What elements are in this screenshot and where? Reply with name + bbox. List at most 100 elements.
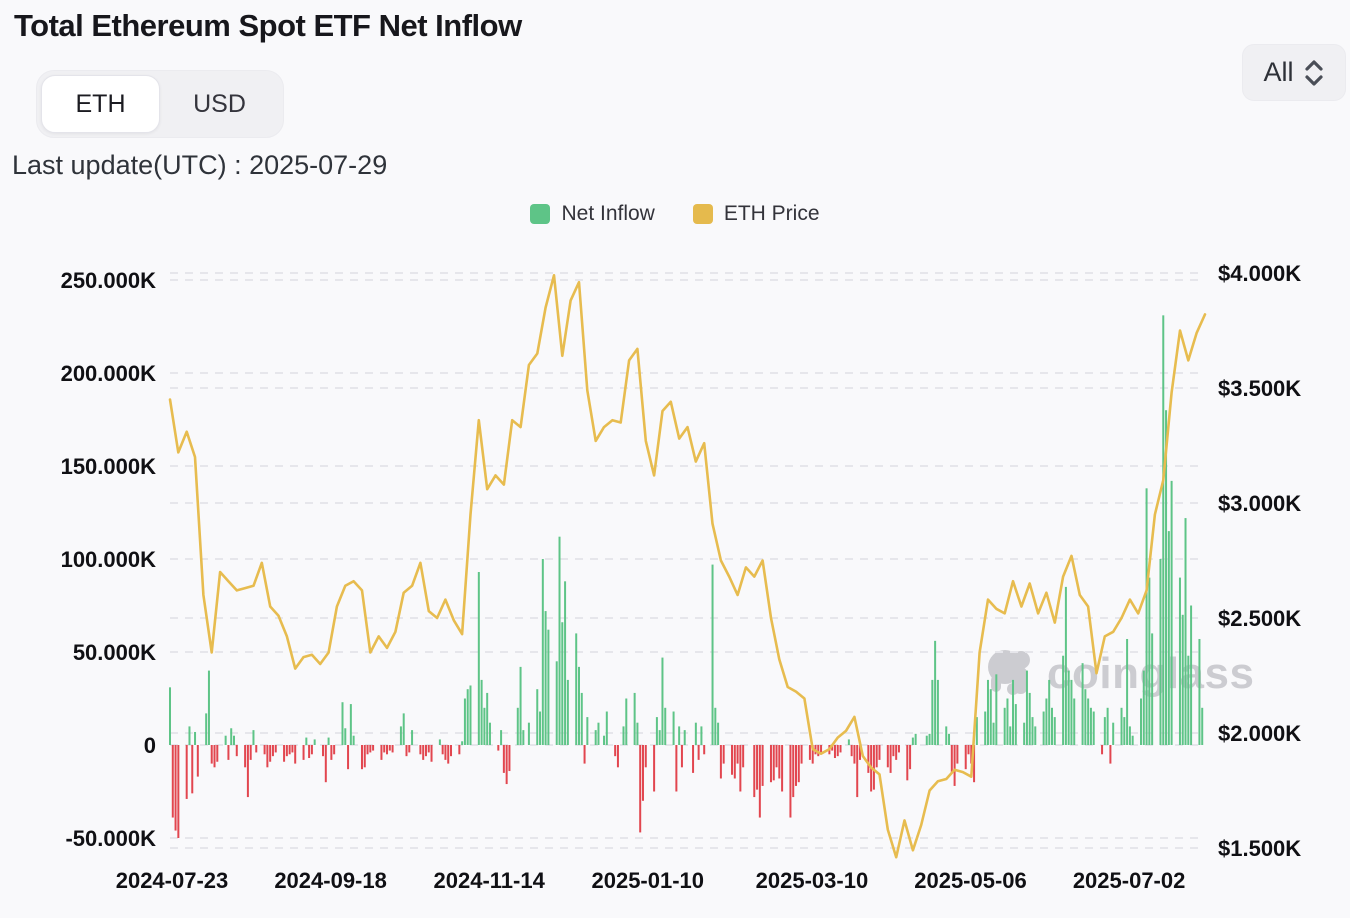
net-inflow-bar (655, 717, 658, 745)
net-inflow-bar (330, 745, 333, 760)
net-inflow-bar (1148, 577, 1151, 745)
net-inflow-bar (928, 733, 931, 745)
net-inflow-bar (271, 745, 274, 757)
net-inflow-bar (508, 745, 511, 772)
net-inflow-bar (577, 666, 580, 745)
net-inflow-bar (536, 689, 539, 745)
unit-toggle-usd[interactable]: USD (193, 89, 246, 118)
net-inflow-bar (1170, 480, 1173, 745)
net-inflow-bar (1048, 679, 1051, 745)
net-inflow-bar (1165, 410, 1168, 745)
net-inflow-bar (246, 745, 249, 798)
net-inflow-bar (836, 745, 839, 757)
legend-item-net-inflow[interactable]: Net Inflow (530, 202, 655, 226)
net-inflow-bar (1112, 722, 1115, 745)
unit-toggle: ETH USD (36, 70, 284, 138)
net-inflow-bar (1187, 655, 1190, 745)
net-inflow-bar (736, 745, 739, 764)
net-inflow-bar (1198, 638, 1201, 745)
x-axis-tick-label: 2024-07-23 (116, 868, 229, 893)
right-axis-tick-label: $4.000K (1218, 261, 1301, 286)
unit-toggle-eth[interactable]: ETH (41, 75, 160, 133)
net-inflow-bar (450, 745, 453, 757)
net-inflow-bar (795, 745, 798, 786)
net-inflow-bar (1184, 518, 1187, 745)
net-inflow-bar (1023, 722, 1026, 745)
net-inflow-bar (322, 745, 325, 757)
net-inflow-bar (1012, 679, 1015, 745)
legend-item-eth-price[interactable]: ETH Price (692, 202, 820, 226)
net-inflow-bar (714, 707, 717, 745)
time-range-select[interactable]: All (1242, 44, 1346, 101)
net-inflow-bar (739, 745, 742, 792)
net-inflow-bar (486, 692, 489, 745)
net-inflow-bar (1145, 488, 1148, 745)
net-inflow-bar (641, 745, 644, 801)
left-axis-tick-label: 150.000K (61, 454, 157, 479)
net-inflow-bar (227, 745, 230, 760)
net-inflow-bar (658, 730, 661, 745)
net-inflow-bar (188, 726, 191, 745)
net-inflow-bar (555, 661, 558, 745)
net-inflow-bar (516, 707, 519, 745)
eth-price-line (168, 273, 1207, 859)
net-inflow-bar (644, 745, 647, 768)
net-inflow-bar (1031, 717, 1034, 745)
net-inflow-bar (391, 745, 394, 753)
net-inflow-bar (850, 745, 853, 757)
net-inflow-bar (372, 745, 375, 751)
net-inflow-bar (235, 745, 238, 757)
time-range-value: All (1263, 57, 1294, 87)
net-inflow-bar (302, 745, 305, 760)
net-inflow-bar (811, 745, 814, 764)
net-inflow-bar (1067, 670, 1070, 745)
x-axis-tick-label: 2025-07-02 (1073, 868, 1186, 893)
net-inflow-bar (544, 611, 547, 745)
net-inflow-bar (444, 745, 447, 760)
net-inflow-bar (1009, 726, 1012, 745)
left-axis-tick-label: 50.000K (73, 640, 156, 665)
net-inflow-bar (561, 622, 564, 745)
net-inflow-bar (772, 745, 775, 781)
net-inflow-bar (925, 735, 928, 745)
right-axis-tick-label: $3.000K (1218, 491, 1301, 516)
net-inflow-bar (1089, 707, 1092, 745)
net-inflow-bar (408, 745, 411, 753)
net-inflow-bar (541, 559, 544, 745)
net-inflow-bar (970, 745, 973, 764)
net-inflow-bar (1064, 586, 1067, 745)
net-inflow-bar (625, 698, 628, 745)
net-inflow-bar (817, 745, 820, 757)
net-inflow-bar (564, 581, 567, 745)
net-inflow-bar (1053, 717, 1056, 745)
net-inflow-bar (1167, 531, 1170, 745)
net-inflow-bar (294, 745, 297, 764)
net-inflow-bar (1159, 559, 1162, 745)
net-inflow-bar (683, 730, 686, 745)
net-inflow-bar (308, 745, 311, 759)
net-inflow-bar (914, 733, 917, 745)
net-inflow-bar (263, 745, 266, 755)
net-inflow-bar (539, 711, 542, 745)
net-inflow-bar (875, 745, 878, 768)
net-inflow-bar (269, 745, 272, 762)
net-inflow-bar (614, 745, 617, 757)
net-inflow-bar (692, 745, 695, 773)
net-inflow-bar (892, 745, 895, 757)
net-inflow-bar (594, 730, 597, 745)
net-inflow-bar (895, 745, 898, 760)
net-inflow-bar (285, 745, 288, 757)
net-inflow-bar (1081, 663, 1084, 745)
net-inflow-bar (558, 536, 561, 745)
net-inflow-bar (789, 745, 792, 818)
net-inflow-bar (232, 735, 235, 745)
net-inflow-bar (244, 745, 247, 768)
net-inflow-bar (711, 564, 714, 745)
net-inflow-bar (820, 745, 823, 753)
x-axis-tick-label: 2025-01-10 (591, 868, 704, 893)
net-inflow-bar (477, 572, 480, 745)
net-inflow-bar (1201, 707, 1204, 745)
right-axis-tick-label: $3.500K (1218, 376, 1301, 401)
net-inflow-bar (867, 745, 870, 773)
